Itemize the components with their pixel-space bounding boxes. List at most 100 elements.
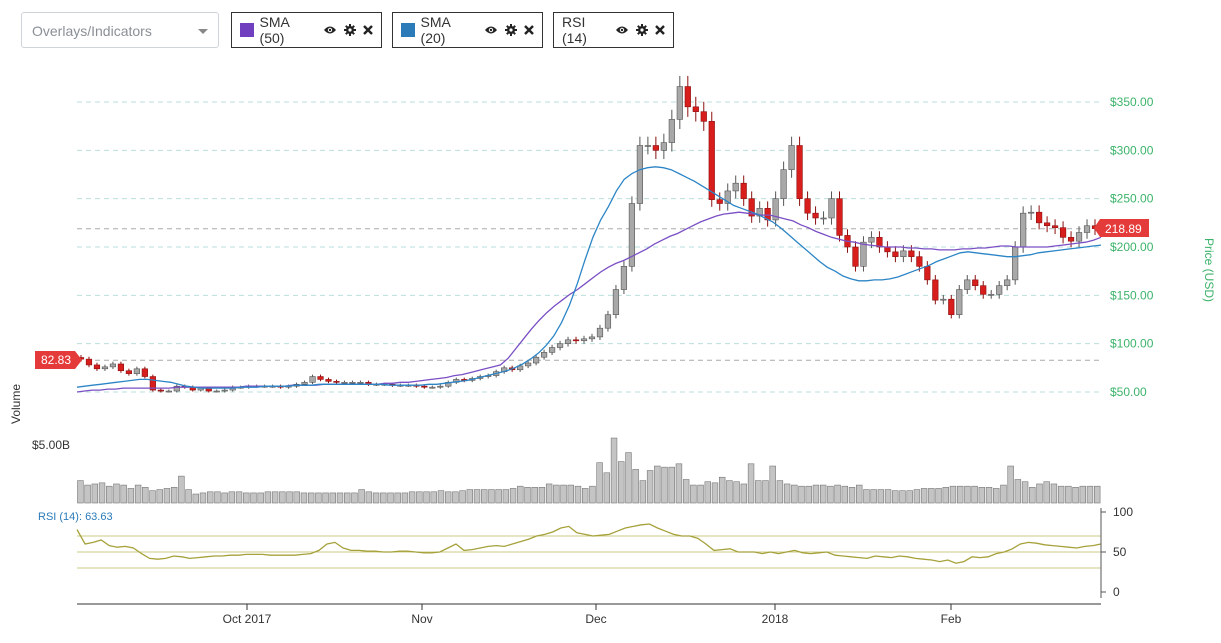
- chip-sma50[interactable]: SMA (50): [231, 12, 382, 48]
- volume-bar: [920, 488, 928, 504]
- volume-bar: [740, 483, 748, 504]
- candle-body: [540, 352, 548, 358]
- volume-bar: [459, 490, 466, 504]
- chip-rsi14[interactable]: RSI (14): [553, 12, 674, 48]
- candle-body: [772, 198, 779, 221]
- volume-bar: [307, 492, 315, 504]
- price-tick-label: $300.00: [1110, 143, 1154, 157]
- candle-body: [660, 142, 667, 151]
- eye-icon[interactable]: [615, 25, 629, 35]
- volume-bar: [625, 452, 632, 504]
- volume-bar: [416, 491, 423, 504]
- candle-body: [125, 370, 132, 374]
- volume-bar: [949, 485, 957, 504]
- volume-bar: [207, 491, 214, 504]
- volume-bar: [235, 491, 243, 504]
- gear-icon[interactable]: [505, 24, 517, 36]
- candle-body: [732, 182, 739, 192]
- gear-icon[interactable]: [636, 24, 648, 36]
- volume-bar: [877, 489, 885, 504]
- volume-bar: [805, 485, 812, 504]
- candle-body: [740, 182, 747, 199]
- volume-bar: [783, 483, 791, 504]
- candle-body: [684, 86, 691, 108]
- close-icon[interactable]: [524, 25, 534, 35]
- volume-bar: [488, 489, 495, 504]
- candle-body: [860, 241, 867, 267]
- volume-bar: [553, 484, 560, 504]
- candle-body: [604, 314, 612, 329]
- volume-bar: [848, 487, 856, 504]
- volume-bar: [408, 491, 416, 504]
- volume-bar: [336, 492, 344, 504]
- volume-bar: [971, 485, 978, 504]
- volume-bar: [1072, 487, 1079, 504]
- volume-bar: [978, 487, 986, 504]
- volume-bar: [819, 484, 827, 504]
- volume-bar: [1000, 484, 1007, 504]
- volume-bar: [279, 491, 286, 504]
- indicator-lines: [76, 166, 1102, 393]
- candle-body: [165, 390, 172, 393]
- volume-bar: [892, 490, 899, 504]
- volume-bar: [747, 463, 755, 504]
- chip-sma20[interactable]: SMA (20): [392, 12, 543, 48]
- volume-bar: [257, 492, 264, 504]
- volume-bar: [329, 492, 337, 504]
- candle-body: [916, 256, 923, 267]
- volume-bar: [589, 485, 596, 504]
- volume-bar: [113, 483, 120, 504]
- candle-body: [533, 356, 540, 364]
- x-tick-label: Oct 2017: [223, 612, 272, 626]
- candle-body: [317, 376, 324, 380]
- candle-body: [101, 366, 109, 370]
- volume-bar: [1043, 481, 1050, 504]
- candle-body: [325, 379, 332, 382]
- volume-bar: [762, 480, 769, 504]
- candle-body: [988, 294, 995, 296]
- volume-bar: [524, 487, 531, 504]
- candle-body: [429, 386, 436, 389]
- volume-bar: [387, 492, 394, 504]
- start-price-label: 82.83: [41, 353, 71, 367]
- volume-bar: [603, 472, 611, 504]
- candle-body: [564, 339, 572, 344]
- candle-body: [676, 86, 683, 120]
- candle-body: [157, 389, 164, 392]
- volume-bar: [618, 461, 625, 504]
- volume-bar: [481, 489, 488, 504]
- chip-rsi14-label: RSI (14): [562, 14, 587, 46]
- candle-body: [780, 169, 787, 199]
- candle-body: [612, 289, 620, 315]
- chip-sma20-label: SMA (20): [420, 14, 451, 46]
- volume-bar: [495, 489, 502, 504]
- candle-body: [141, 368, 148, 377]
- gear-icon[interactable]: [344, 24, 356, 36]
- eye-icon[interactable]: [323, 25, 337, 35]
- volume-bar: [250, 492, 257, 504]
- volume-bar: [574, 485, 582, 504]
- candle-body: [1044, 222, 1051, 227]
- volume-bar: [531, 487, 538, 504]
- volume-bar: [913, 489, 921, 504]
- candle-body: [93, 364, 101, 370]
- candle-body: [117, 363, 125, 372]
- candle-body: [868, 237, 875, 243]
- close-icon[interactable]: [655, 25, 665, 35]
- candle-body: [700, 111, 707, 122]
- candle-body: [788, 145, 795, 170]
- volume-bar: [596, 462, 603, 504]
- overlays-indicators-select[interactable]: Overlays/Indicators: [21, 12, 219, 48]
- eye-icon[interactable]: [484, 25, 498, 35]
- candle-body: [572, 339, 580, 342]
- volume-bar: [661, 466, 668, 504]
- candle-body: [876, 237, 883, 248]
- volume-bar: [863, 489, 870, 504]
- volume-bar: [423, 491, 430, 504]
- x-tick-label: Nov: [411, 612, 432, 626]
- volume-bar: [567, 484, 574, 504]
- close-icon[interactable]: [363, 25, 373, 35]
- volume-bar: [344, 492, 351, 504]
- volume-bar: [77, 480, 84, 504]
